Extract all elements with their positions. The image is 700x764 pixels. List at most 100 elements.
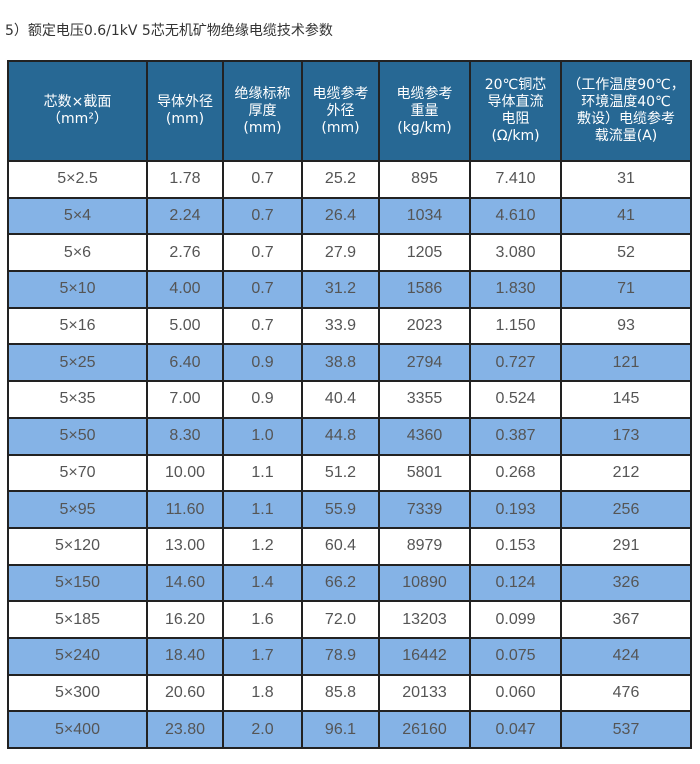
table-cell: 5×185 <box>7 600 148 639</box>
table-cell: 33.9 <box>301 306 380 346</box>
table-cell: 0.7 <box>222 160 303 199</box>
column-header: 芯数×截面 （mm²） <box>7 60 148 162</box>
table-row: 5×50 8.30 1.0 44.8 4360 0.387 173 <box>7 416 692 456</box>
table-cell: 5×16 <box>7 306 148 346</box>
table-row: 5×185 16.20 1.6 72.0 13203 0.099 367 <box>7 600 692 639</box>
table-cell: 5801 <box>378 453 471 493</box>
table-cell: 1.6 <box>222 600 303 639</box>
table-cell: 2.0 <box>222 710 303 749</box>
column-header-line: 导体外径 <box>157 94 213 110</box>
table-cell: 7.410 <box>469 160 562 199</box>
table-cell: 0.047 <box>469 710 562 749</box>
table-cell: 85.8 <box>301 673 380 713</box>
column-header-line: 芯数×截面 <box>43 94 112 110</box>
table-cell: 0.9 <box>222 343 303 383</box>
table-row: 5×120 13.00 1.2 60.4 8979 0.153 291 <box>7 526 692 566</box>
table-cell: 0.7 <box>222 306 303 346</box>
table-cell: 1.150 <box>469 306 562 346</box>
table-cell: 1034 <box>378 196 471 236</box>
table-cell: 212 <box>560 453 692 493</box>
column-header-line: 绝缘标称 <box>234 85 291 102</box>
column-header-line: 载流量(A) <box>594 128 658 144</box>
table-cell: 0.060 <box>469 673 562 713</box>
table-cell: 291 <box>560 526 692 566</box>
table-cell: 1.1 <box>222 453 303 493</box>
column-header-line: （mm²） <box>47 111 108 127</box>
table-cell: 11.60 <box>146 490 224 529</box>
column-header-line: (mm) <box>165 111 205 127</box>
table-cell: 16.20 <box>146 600 224 639</box>
table-cell: 14.60 <box>146 563 224 603</box>
table-cell: 66.2 <box>301 563 380 603</box>
table-cell: 51.2 <box>301 453 380 493</box>
table-cell: 424 <box>560 636 692 676</box>
table-cell: 1.7 <box>222 636 303 676</box>
table-cell: 5×150 <box>7 563 148 603</box>
table-cell: 23.80 <box>146 710 224 749</box>
column-header-line: 重量 <box>410 102 439 119</box>
table-row: 5×300 20.60 1.8 85.8 20133 0.060 476 <box>7 673 692 713</box>
column-header-line: (mm) <box>243 119 282 136</box>
table-row: 5×240 18.40 1.7 78.9 16442 0.075 424 <box>7 636 692 676</box>
table-row: 5×10 4.00 0.7 31.2 1586 1.830 71 <box>7 270 692 309</box>
table-cell: 5×70 <box>7 453 148 493</box>
table-cell: 476 <box>560 673 692 713</box>
table-cell: 1.830 <box>469 270 562 309</box>
column-header-line: 导体直流 <box>487 94 544 110</box>
table-row: 5×16 5.00 0.7 33.9 2023 1.150 93 <box>7 306 692 346</box>
table-cell: 121 <box>560 343 692 383</box>
table-cell: 2794 <box>378 343 471 383</box>
table-cell: 26.4 <box>301 196 380 236</box>
table-cell: 55.9 <box>301 490 380 529</box>
table-cell: 7.00 <box>146 380 224 419</box>
column-header-line: (kg/km) <box>397 119 452 136</box>
table-cell: 44.8 <box>301 416 380 456</box>
column-header: 导体外径 (mm) <box>146 60 224 162</box>
table-cell: 5×400 <box>7 710 148 749</box>
page-title: 5）额定电压0.6/1kV 5芯无机矿物绝缘电缆技术参数 <box>5 23 333 39</box>
table-cell: 13203 <box>378 600 471 639</box>
table-cell: 5×25 <box>7 343 148 383</box>
table-cell: 18.40 <box>146 636 224 676</box>
table-cell: 72.0 <box>301 600 380 639</box>
table-cell: 40.4 <box>301 380 380 419</box>
table-cell: 1.1 <box>222 490 303 529</box>
table-row: 5×6 2.76 0.7 27.9 1205 3.080 52 <box>7 233 692 273</box>
table-cell: 0.124 <box>469 563 562 603</box>
table-cell: 1.0 <box>222 416 303 456</box>
table-cell: 16442 <box>378 636 471 676</box>
table-cell: 31.2 <box>301 270 380 309</box>
table-cell: 78.9 <box>301 636 380 676</box>
table-row: 5×70 10.00 1.1 51.2 5801 0.268 212 <box>7 453 692 493</box>
table-cell: 5×4 <box>7 196 148 236</box>
table-cell: 38.8 <box>301 343 380 383</box>
table-cell: 60.4 <box>301 526 380 566</box>
column-header: 20℃铜芯 导体直流 电阻 (Ω/km) <box>469 60 562 162</box>
table-cell: 537 <box>560 710 692 749</box>
column-header-line: （工作温度90℃， <box>567 77 685 93</box>
table-cell: 31 <box>560 160 692 199</box>
table-cell: 27.9 <box>301 233 380 273</box>
table-cell: 0.7 <box>222 196 303 236</box>
column-header: 电缆参考 重量 (kg/km) <box>378 60 471 162</box>
table-cell: 0.193 <box>469 490 562 529</box>
table-cell: 2.76 <box>146 233 224 273</box>
table-row: 5×2.5 1.78 0.7 25.2 895 7.410 31 <box>7 160 692 199</box>
table-row: 5×4 2.24 0.7 26.4 1034 4.610 41 <box>7 196 692 236</box>
cable-spec-table: 芯数×截面 （mm²） 导体外径 (mm) 绝缘标称 厚度 (mm) 电缆参考 外径 (mm) 电缆… <box>7 60 692 749</box>
table-cell: 7339 <box>378 490 471 529</box>
table-cell: 0.524 <box>469 380 562 419</box>
table-cell: 5.00 <box>146 306 224 346</box>
table-cell: 256 <box>560 490 692 529</box>
table-cell: 6.40 <box>146 343 224 383</box>
table-cell: 20.60 <box>146 673 224 713</box>
column-header-line: 环境温度40℃ <box>581 94 671 110</box>
table-row: 5×35 7.00 0.9 40.4 3355 0.524 145 <box>7 380 692 419</box>
table-cell: 93 <box>560 306 692 346</box>
table-cell: 5×300 <box>7 673 148 713</box>
table-cell: 3.080 <box>469 233 562 273</box>
column-header-line: 电阻 <box>501 111 530 127</box>
table-cell: 0.7 <box>222 270 303 309</box>
table-cell: 8.30 <box>146 416 224 456</box>
table-cell: 1205 <box>378 233 471 273</box>
